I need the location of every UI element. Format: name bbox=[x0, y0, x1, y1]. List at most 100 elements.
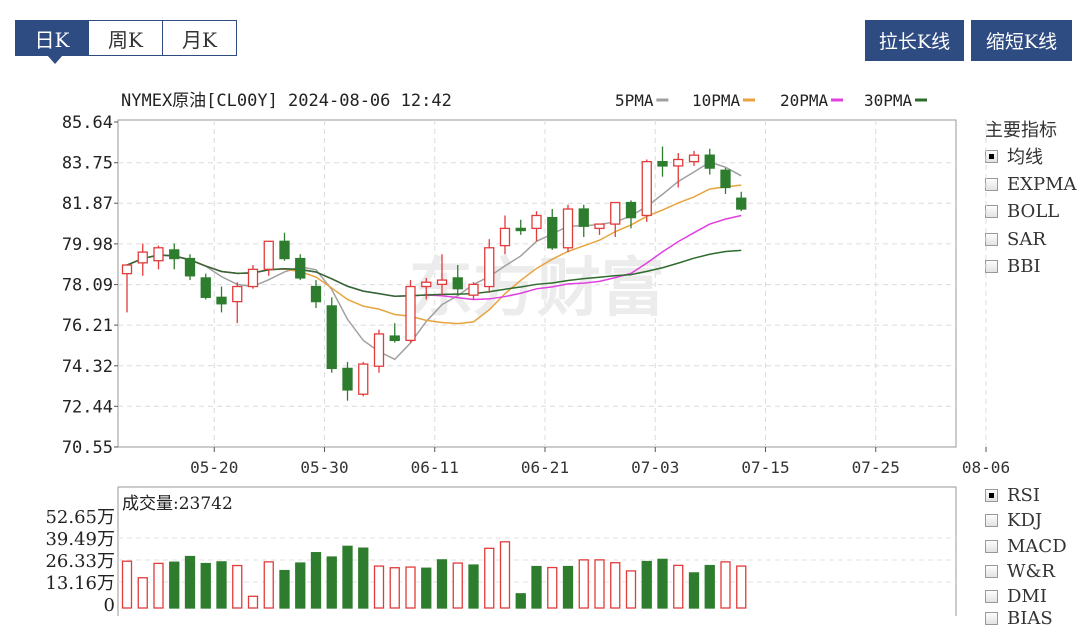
candle-body bbox=[436, 279, 448, 286]
volume-bar bbox=[310, 552, 322, 609]
candle bbox=[342, 361, 353, 401]
moving-average-lines bbox=[126, 161, 742, 361]
price-tick-label: 81.87 bbox=[62, 194, 113, 214]
shrink-kline-button[interactable]: 缩短K线 bbox=[971, 20, 1072, 61]
volume-bar bbox=[232, 564, 243, 609]
candle bbox=[468, 282, 479, 300]
sub-indicator-wr[interactable]: W&R bbox=[985, 560, 1055, 582]
volume-tick-label: 0 bbox=[104, 595, 115, 616]
candle bbox=[625, 200, 637, 229]
candle bbox=[531, 211, 542, 242]
date-tick-label: 05-20 bbox=[190, 458, 238, 477]
candle bbox=[169, 243, 180, 270]
candle-body bbox=[121, 264, 133, 275]
date-tick-label: 06-21 bbox=[521, 458, 569, 477]
legend-label: 10PMA bbox=[692, 91, 741, 110]
volume-bar bbox=[578, 559, 589, 609]
volume-label: 成交量:23742 bbox=[122, 494, 233, 514]
candle bbox=[121, 264, 133, 313]
kline-chart[interactable]: 东方财富 85.6483.7581.8779.9878.0976.2174.32… bbox=[0, 0, 1080, 616]
volume-bar bbox=[452, 562, 463, 609]
candle bbox=[405, 280, 416, 343]
candle bbox=[657, 146, 668, 177]
candle bbox=[310, 280, 322, 309]
candle bbox=[736, 191, 747, 212]
candle-body bbox=[326, 305, 337, 370]
candle bbox=[688, 150, 700, 166]
candle bbox=[673, 153, 684, 188]
candle-body bbox=[200, 277, 211, 298]
sub-indicator-macd[interactable]: MACD bbox=[985, 535, 1067, 557]
candle-body bbox=[531, 214, 542, 230]
volume-tick-label: 13.16万 bbox=[45, 573, 115, 594]
volume-bar bbox=[736, 565, 747, 609]
candle bbox=[247, 265, 259, 289]
ma-legend: 5PMA 10PMA 20PMA 30PMA bbox=[615, 91, 927, 110]
candle-body bbox=[184, 257, 196, 277]
candle bbox=[436, 254, 448, 296]
candle-body bbox=[295, 257, 306, 279]
checkbox-icon[interactable] bbox=[985, 539, 998, 553]
candle bbox=[389, 323, 400, 343]
candle bbox=[326, 297, 337, 373]
candle bbox=[279, 232, 290, 261]
candle-body bbox=[310, 285, 322, 303]
volume-tick-label: 26.33万 bbox=[45, 551, 115, 572]
candle-body bbox=[153, 247, 164, 262]
indicator-option-bbi[interactable]: BBI bbox=[985, 255, 1041, 277]
candle bbox=[216, 286, 227, 313]
candle bbox=[153, 245, 164, 270]
period-tabs: 日K 周K 月K bbox=[15, 20, 237, 64]
price-tick-label: 72.44 bbox=[62, 397, 113, 417]
indicator-option-expma[interactable]: EXPMA bbox=[985, 173, 1077, 195]
legend-label: 30PMA bbox=[864, 91, 913, 110]
candle-body bbox=[736, 197, 747, 210]
indicator-option-boll[interactable]: BOLL bbox=[985, 200, 1059, 222]
sub-indicator-rsi[interactable]: RSI bbox=[985, 484, 1040, 506]
candle-body bbox=[610, 201, 621, 225]
volume-bar bbox=[468, 564, 479, 609]
candle bbox=[562, 204, 574, 253]
candle bbox=[452, 265, 463, 296]
candle-body bbox=[137, 251, 148, 264]
volume-bar bbox=[279, 569, 290, 609]
candle-body bbox=[515, 227, 526, 232]
candle bbox=[484, 239, 495, 294]
tab-weekly-k[interactable]: 周K bbox=[89, 20, 163, 56]
candle-body bbox=[389, 335, 400, 342]
main-indicator-title: 主要指标 bbox=[985, 120, 1057, 141]
price-tick-label: 85.64 bbox=[62, 113, 113, 133]
candle bbox=[263, 240, 274, 276]
volume-bar bbox=[436, 559, 448, 609]
tab-daily-k[interactable]: 日K bbox=[15, 20, 89, 64]
volume-bar bbox=[531, 565, 542, 609]
checkbox-icon[interactable] bbox=[985, 564, 998, 578]
volume-bar bbox=[184, 555, 196, 609]
sub-indicator-kdj[interactable]: KDJ bbox=[985, 509, 1042, 531]
indicator-option-sar[interactable]: SAR bbox=[985, 228, 1046, 250]
checkbox-icon[interactable] bbox=[985, 589, 998, 603]
price-tick-label: 78.09 bbox=[62, 276, 113, 296]
candle-body bbox=[373, 333, 385, 367]
candle bbox=[641, 159, 652, 222]
candle-body bbox=[216, 296, 227, 305]
date-tick-label: 06-11 bbox=[411, 458, 459, 477]
legend-label: 20PMA bbox=[780, 91, 829, 110]
volume-bar bbox=[247, 595, 259, 609]
price-tick-label: 83.75 bbox=[62, 154, 113, 174]
candle-body bbox=[673, 158, 684, 167]
price-tick-label: 70.55 bbox=[62, 438, 113, 458]
candle-body bbox=[263, 240, 274, 270]
price-axis: 85.64 83.75 81.87 79.98 78.09 76.21 74.32 72.44… bbox=[62, 113, 118, 458]
checkbox-icon[interactable] bbox=[985, 513, 998, 527]
indicator-option-ma[interactable]: 均线 bbox=[985, 145, 1043, 168]
candle-body bbox=[232, 285, 243, 303]
stretch-kline-button[interactable]: 拉长K线 bbox=[865, 20, 964, 61]
volume-bar bbox=[625, 570, 637, 609]
tab-monthly-k[interactable]: 月K bbox=[163, 20, 237, 56]
volume-bar bbox=[405, 566, 416, 609]
sub-indicator-dmi[interactable]: DMI bbox=[985, 585, 1047, 607]
checkbox-icon[interactable] bbox=[985, 488, 998, 502]
chart-title: NYMEX原油[CL00Y] 2024-08-06 12:42 bbox=[121, 91, 452, 111]
volume-bar bbox=[358, 547, 369, 609]
